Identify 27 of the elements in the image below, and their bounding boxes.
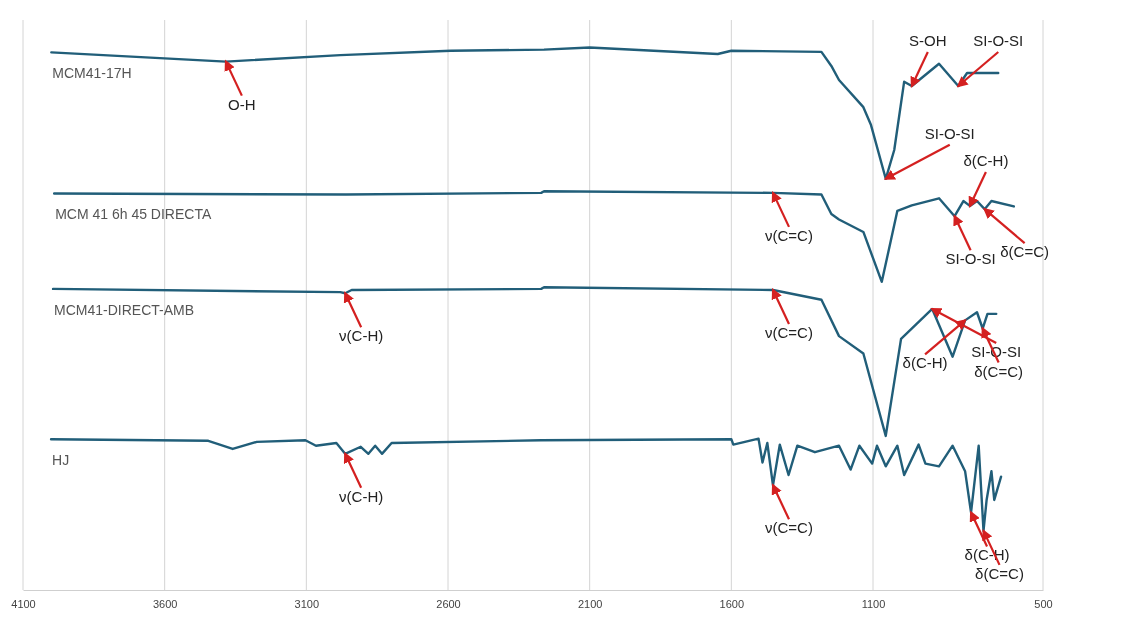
x-tick-label: 500 (1034, 597, 1053, 610)
annotation: SI-O-SI (973, 32, 1024, 50)
series-label: MCM41-DIRECT-AMB (54, 301, 195, 318)
series-label: MCM 41 6h 45 DIRECTA (55, 206, 212, 223)
x-tick-label: 2100 (577, 597, 603, 610)
x-tick-label: 3600 (152, 597, 178, 610)
x-tick-label: 1600 (719, 597, 745, 610)
annotation: ν(C=C) (765, 519, 813, 537)
annotation: ν(C-H) (339, 327, 384, 345)
annotation: SI-O-SI (945, 250, 996, 268)
series-label: MCM41-17H (52, 65, 132, 82)
x-tick-label: 1100 (861, 597, 886, 610)
annotation: ν(C-H) (339, 487, 384, 505)
annotation: δ(C-H) (963, 151, 1009, 169)
annotation: S-OH (909, 32, 947, 50)
x-tick-label: 3100 (294, 597, 320, 610)
annotation: δ(C=C) (1000, 243, 1050, 261)
annotation: δ(C=C) (974, 362, 1024, 380)
annotation: δ(C=C) (975, 564, 1024, 582)
annotation: δ(C-H) (902, 354, 948, 372)
annotation: ν(C=C) (765, 324, 813, 341)
series-label: HJ (52, 452, 70, 469)
x-tick-label: 2600 (436, 597, 461, 610)
x-tick-label: 4100 (11, 597, 36, 610)
annotation: O-H (228, 95, 256, 113)
annotation: SI-O-SI (924, 124, 975, 142)
annotation: ν(C=C) (765, 226, 813, 244)
